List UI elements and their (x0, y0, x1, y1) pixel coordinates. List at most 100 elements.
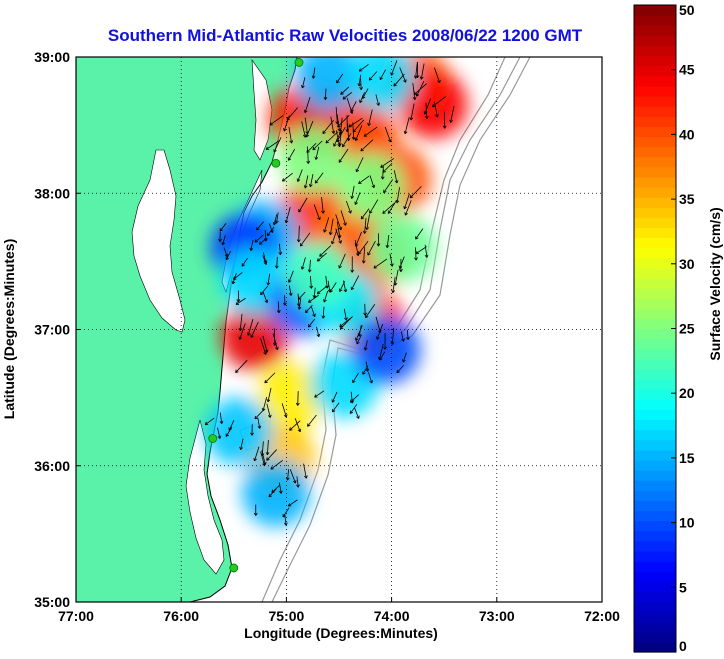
velocity-arrow (308, 318, 316, 328)
velocity-arrowhead (409, 194, 414, 199)
velocity-arrow (362, 88, 369, 99)
velocity-arrowhead (328, 231, 333, 236)
velocity-arrowhead (415, 250, 419, 255)
colorbar-segment (634, 601, 676, 613)
velocity-arrowhead (239, 446, 243, 450)
velocity-cell (205, 397, 274, 466)
velocity-arrow (219, 223, 227, 232)
velocity-arrowhead (423, 111, 428, 115)
velocity-arrow (324, 88, 327, 100)
velocity-arrow (305, 304, 313, 313)
velocity-arrowhead (267, 414, 272, 418)
velocity-arrowhead (319, 253, 323, 257)
velocity-arrow (399, 256, 405, 269)
velocity-arrowhead (349, 410, 354, 414)
velocity-arrow (269, 115, 284, 126)
velocity-arrowhead (249, 247, 254, 251)
colorbar-segment (634, 358, 676, 370)
velocity-arrowhead (354, 137, 359, 141)
velocity-arrowhead (348, 123, 352, 128)
velocity-arrow (355, 231, 362, 247)
velocity-arrow (225, 426, 233, 437)
velocity-arrowhead (373, 265, 377, 269)
velocity-arrow (335, 228, 342, 244)
velocity-arrowhead (218, 238, 222, 242)
velocity-arrow (281, 403, 287, 418)
colorbar-tick-label: 5 (679, 579, 687, 595)
velocity-arrowhead (393, 282, 398, 286)
velocity-arrowhead (424, 254, 429, 258)
velocity-arrowhead (250, 432, 254, 436)
velocity-arrowhead (264, 379, 268, 384)
velocity-arrowhead (341, 143, 346, 148)
velocity-arrow (412, 83, 416, 100)
velocity-arrowhead (383, 189, 387, 194)
velocity-arrowhead (297, 428, 302, 433)
colorbar-segment (634, 399, 676, 410)
velocity-arrow (260, 338, 267, 355)
colorbar-segment (634, 328, 676, 340)
velocity-arrow (223, 247, 228, 257)
velocity-arrowhead (236, 299, 241, 303)
velocity-arrowhead (349, 399, 354, 403)
velocity-cell (283, 241, 352, 309)
velocity-arrow (262, 291, 268, 303)
velocity-arrowhead (325, 140, 329, 144)
colorbar-segment (634, 267, 676, 279)
velocity-arrow (415, 228, 424, 240)
velocity-arrowhead (355, 337, 359, 341)
velocity-cell (278, 125, 347, 194)
colorbar-tick-label: 15 (679, 450, 695, 466)
velocity-arrowhead (257, 425, 262, 429)
velocity-arrowhead (376, 336, 380, 340)
velocity-arrowhead (266, 232, 271, 237)
velocity-arrow (351, 185, 355, 199)
velocity-arrow (342, 92, 353, 100)
velocity-arrowhead (262, 461, 267, 465)
velocity-arrowhead (304, 309, 309, 314)
velocity-arrowhead (316, 333, 321, 338)
velocity-arrow (389, 253, 393, 267)
velocity-cell (257, 363, 326, 432)
velocity-arrow (296, 476, 299, 488)
velocity-arrowhead (287, 157, 292, 161)
velocity-arrow (301, 257, 306, 270)
velocity-arrowhead (264, 299, 269, 304)
velocity-arrowhead (297, 306, 302, 310)
velocity-arrow (375, 316, 381, 333)
velocity-arrowhead (308, 183, 313, 188)
velocity-arrowhead (265, 451, 270, 456)
colorbar-segment (634, 35, 676, 47)
colorbar-segment (634, 186, 676, 198)
velocity-arrowhead (263, 261, 268, 265)
colorbar-segment (634, 247, 676, 259)
velocity-arrowhead (254, 239, 259, 243)
velocity-arrowhead (330, 240, 335, 245)
velocity-arrow (340, 210, 347, 226)
velocity-arrow (327, 280, 331, 293)
velocity-arrow (391, 328, 395, 345)
velocity-arrow (310, 276, 312, 289)
velocity-arrowhead (363, 133, 368, 137)
grid-lines (76, 57, 602, 602)
velocity-arrowhead (339, 323, 343, 328)
velocity-arrowhead (449, 119, 453, 123)
velocity-arrow (204, 417, 215, 426)
velocity-arrowhead (403, 79, 407, 83)
velocity-arrowhead (399, 269, 403, 273)
velocity-arrow (306, 120, 314, 138)
colorbar-segment (634, 227, 676, 239)
velocity-arrowhead (278, 251, 283, 255)
velocity-arrowhead (296, 484, 300, 488)
y-axis: 35:00 36:00 37:00 38:00 39:00 (34, 49, 81, 610)
velocity-arrow (247, 319, 254, 336)
velocity-arrow (277, 301, 280, 313)
velocity-arrowhead (409, 117, 414, 121)
velocity-arrowhead (253, 512, 258, 516)
velocity-arrowhead (283, 414, 288, 418)
velocity-arrowhead (359, 99, 363, 103)
velocity-arrow (393, 73, 405, 87)
colorbar-segment (634, 449, 676, 461)
velocity-arrow (331, 229, 338, 245)
velocity-arrow (375, 94, 380, 106)
